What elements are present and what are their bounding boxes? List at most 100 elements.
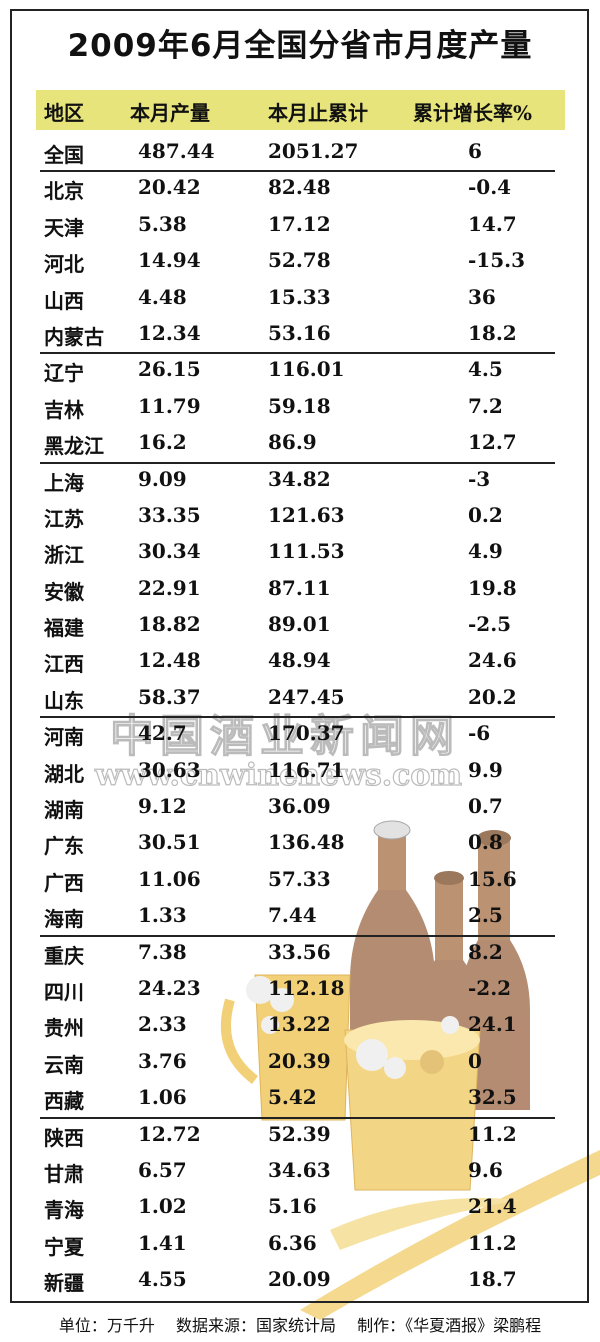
cell-cumulative: 116.71 — [268, 757, 345, 782]
watermark-logo: 中国酒业新闻网 — [109, 710, 460, 762]
cell-monthly-output: 12.34 — [138, 320, 201, 345]
cell-cumulative: 170.37 — [268, 721, 345, 746]
cell-monthly-output: 22.91 — [138, 575, 201, 600]
table-row: 新疆 4.55 20.09 18.7 — [0, 1263, 600, 1299]
table-row: 西藏 1.06 5.42 32.5 — [0, 1081, 600, 1119]
table-row: 四川 24.23 112.18 -2.2 — [0, 972, 600, 1008]
cell-region: 山东 — [44, 688, 84, 713]
table-row: 湖南 9.12 36.09 0.7 — [0, 790, 600, 826]
cell-growth-rate: 12.7 — [468, 430, 517, 455]
cell-cumulative: 121.63 — [268, 502, 345, 527]
table-row: 广东 30.51 136.48 0.8 — [0, 826, 600, 862]
cell-cumulative: 34.63 — [268, 1157, 331, 1182]
cell-cumulative: 5.42 — [268, 1085, 317, 1110]
cell-monthly-output: 11.79 — [138, 393, 201, 418]
cell-monthly-output: 42.7 — [138, 721, 187, 746]
table-row: 安徽 22.91 87.11 19.8 — [0, 572, 600, 608]
footer: 单位：万千升 数据来源：国家统计局 制作：《华夏酒报》梁鹏程 — [0, 1312, 600, 1336]
cell-growth-rate: 20.2 — [468, 684, 517, 709]
cell-region: 福建 — [44, 616, 84, 641]
cell-growth-rate: -15.3 — [468, 248, 526, 273]
footer-source: 数据来源：国家统计局 — [175, 1316, 336, 1335]
cell-growth-rate: 0.8 — [468, 830, 503, 855]
cell-growth-rate: 32.5 — [468, 1085, 517, 1110]
watermark-url: www.cnwinenews.com — [94, 757, 463, 793]
cell-cumulative: 116.01 — [268, 357, 345, 382]
cell-region: 宁夏 — [44, 1234, 84, 1259]
header-monthly-output: 本月产量 — [130, 101, 210, 125]
cell-region: 湖北 — [44, 761, 84, 786]
cell-region: 贵州 — [44, 1016, 84, 1041]
footer-maker: 制作：《华夏酒报》梁鹏程 — [357, 1316, 542, 1335]
cell-cumulative: 136.48 — [268, 830, 345, 855]
cell-region: 重庆 — [44, 943, 84, 968]
cell-growth-rate: -2.5 — [468, 612, 512, 637]
cell-monthly-output: 6.57 — [138, 1157, 187, 1182]
cell-monthly-output: 30.63 — [138, 757, 201, 782]
cell-monthly-output: 1.41 — [138, 1230, 187, 1255]
table-row: 吉林 11.79 59.18 7.2 — [0, 390, 600, 426]
cell-growth-rate: -2.2 — [468, 975, 512, 1000]
cell-growth-rate: 4.5 — [468, 357, 503, 382]
cell-monthly-output: 11.06 — [138, 866, 201, 891]
cell-monthly-output: 4.48 — [138, 284, 187, 309]
cell-region: 黑龙江 — [44, 434, 104, 459]
cell-cumulative: 15.33 — [268, 284, 331, 309]
cell-growth-rate: -3 — [468, 466, 491, 491]
cell-cumulative: 247.45 — [268, 684, 345, 709]
table-row: 广西 11.06 57.33 15.6 — [0, 863, 600, 899]
cell-cumulative: 57.33 — [268, 866, 331, 891]
cell-cumulative: 112.18 — [268, 975, 345, 1000]
cell-region: 四川 — [44, 979, 84, 1004]
header-cumulative: 本月止累计 — [268, 101, 368, 125]
cell-growth-rate: 9.6 — [468, 1157, 503, 1182]
table-row: 山东 58.37 247.45 20.2 — [0, 681, 600, 719]
cell-region: 辽宁 — [44, 361, 84, 386]
cell-growth-rate: 6 — [468, 139, 482, 163]
cell-growth-rate: 18.2 — [468, 320, 517, 345]
cell-cumulative: 20.39 — [268, 1048, 331, 1073]
cell-growth-rate: 4.9 — [468, 539, 503, 564]
cell-growth-rate: 36 — [468, 284, 496, 309]
cell-growth-rate: 8.2 — [468, 939, 503, 964]
cell-growth-rate: 18.7 — [468, 1267, 517, 1292]
cell-cumulative: 82.48 — [268, 175, 331, 200]
table-row: 河南 42.7 170.37 -6 — [0, 717, 600, 753]
table-row: 海南 1.33 7.44 2.5 — [0, 899, 600, 937]
cell-monthly-output: 4.55 — [138, 1267, 187, 1292]
table-row: 黑龙江 16.2 86.9 12.7 — [0, 426, 600, 464]
cell-monthly-output: 9.09 — [138, 466, 187, 491]
table-row: 河北 14.94 52.78 -15.3 — [0, 244, 600, 280]
cell-monthly-output: 3.76 — [138, 1048, 187, 1073]
table-row: 辽宁 26.15 116.01 4.5 — [0, 353, 600, 389]
cell-cumulative: 5.16 — [268, 1194, 317, 1219]
cell-growth-rate: -6 — [468, 721, 491, 746]
cell-growth-rate: 21.4 — [468, 1194, 517, 1219]
cell-growth-rate: 0.2 — [468, 502, 503, 527]
cell-region: 吉林 — [44, 397, 84, 422]
cell-monthly-output: 7.38 — [138, 939, 187, 964]
cell-cumulative: 6.36 — [268, 1230, 317, 1255]
cell-region: 天津 — [44, 215, 84, 240]
cell-region: 海南 — [44, 907, 84, 932]
cell-monthly-output: 487.44 — [138, 139, 215, 163]
cell-growth-rate: 15.6 — [468, 866, 517, 891]
cell-cumulative: 17.12 — [268, 211, 331, 236]
cell-growth-rate: 19.8 — [468, 575, 517, 600]
cell-region: 湖南 — [44, 798, 84, 823]
cell-region: 江西 — [44, 652, 84, 677]
cell-cumulative: 53.16 — [268, 320, 331, 345]
page-title: 2009年6月全国分省市月度产量 — [67, 28, 533, 64]
cell-monthly-output: 58.37 — [138, 684, 201, 709]
table-row: 江苏 33.35 121.63 0.2 — [0, 499, 600, 535]
table-row: 贵州 2.33 13.22 24.1 — [0, 1008, 600, 1044]
cell-region: 全国 — [44, 143, 84, 167]
table-row: 山西 4.48 15.33 36 — [0, 281, 600, 317]
cell-region: 青海 — [44, 1198, 84, 1223]
cell-growth-rate: 9.9 — [468, 757, 503, 782]
cell-monthly-output: 30.34 — [138, 539, 201, 564]
header-region: 地区 — [44, 101, 84, 125]
cell-cumulative: 89.01 — [268, 612, 331, 637]
cell-cumulative: 33.56 — [268, 939, 331, 964]
footer-unit: 单位：万千升 — [58, 1316, 155, 1335]
